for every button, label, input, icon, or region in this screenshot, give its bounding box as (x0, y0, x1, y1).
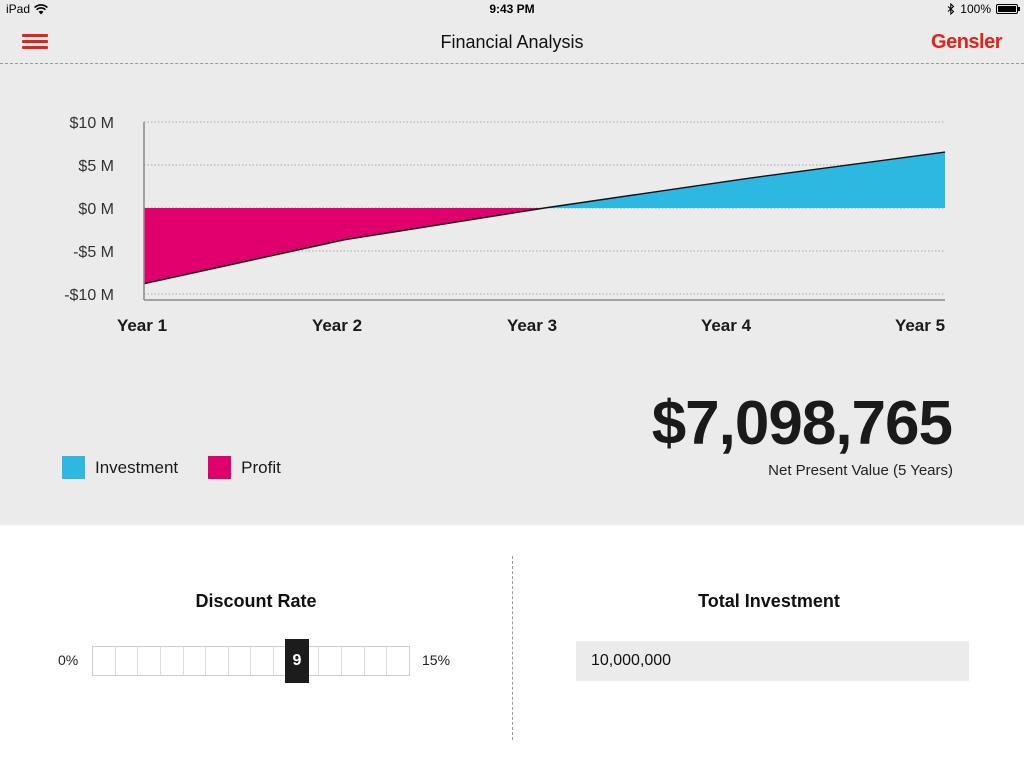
npv-label: Net Present Value (5 Years) (768, 462, 953, 479)
clock: 9:43 PM (489, 2, 535, 16)
bluetooth-icon (947, 3, 955, 15)
x-tick-label: Year 1 (117, 316, 167, 335)
panel-divider (512, 556, 513, 740)
profit-area (144, 208, 545, 284)
discount-rate-title: Discount Rate (195, 591, 317, 611)
brand-logo: Gensler (931, 31, 1002, 53)
total-investment-input[interactable] (576, 641, 969, 681)
battery-icon (996, 4, 1020, 14)
legend-profit: Profit (208, 456, 281, 479)
chart-legend: Investment Profit (62, 456, 281, 479)
y-tick-label: $5 M (78, 158, 114, 175)
x-tick-label: Year 5 (895, 316, 945, 335)
analysis-panel: iPad 9:43 PM 100% Financial Analysis Gen… (0, 0, 1024, 525)
device-name: iPad (6, 2, 31, 16)
x-tick-label: Year 3 (507, 316, 557, 335)
slider-min-label: 0% (58, 652, 79, 668)
discount-rate-slider[interactable] (92, 646, 410, 676)
status-bar: iPad 9:43 PM 100% (0, 0, 1024, 18)
battery-percent: 100% (960, 2, 991, 16)
legend-profit-label: Profit (241, 457, 281, 477)
menu-icon[interactable] (22, 34, 48, 50)
y-tick-label: $10 M (70, 115, 114, 132)
nav-bar: Financial Analysis Gensler (0, 18, 1024, 64)
legend-investment: Investment (62, 456, 178, 479)
x-tick-label: Year 4 (701, 316, 752, 335)
y-tick-label: $0 M (78, 201, 114, 218)
profit-swatch (208, 456, 232, 479)
page-title: Financial Analysis (440, 32, 584, 52)
slider-max-label: 15% (422, 652, 451, 668)
slider-thumb[interactable]: 9 (285, 639, 309, 683)
legend-investment-label: Investment (95, 457, 179, 477)
x-tick-label: Year 2 (312, 316, 362, 335)
total-investment-title: Total Investment (698, 591, 840, 611)
y-tick-label: -$10 M (64, 287, 114, 304)
investment-swatch (62, 456, 85, 479)
y-tick-label: -$5 M (73, 244, 114, 261)
npv-value: $7,098,765 (651, 389, 953, 458)
wifi-icon (34, 3, 48, 14)
series-line (143, 151, 946, 285)
